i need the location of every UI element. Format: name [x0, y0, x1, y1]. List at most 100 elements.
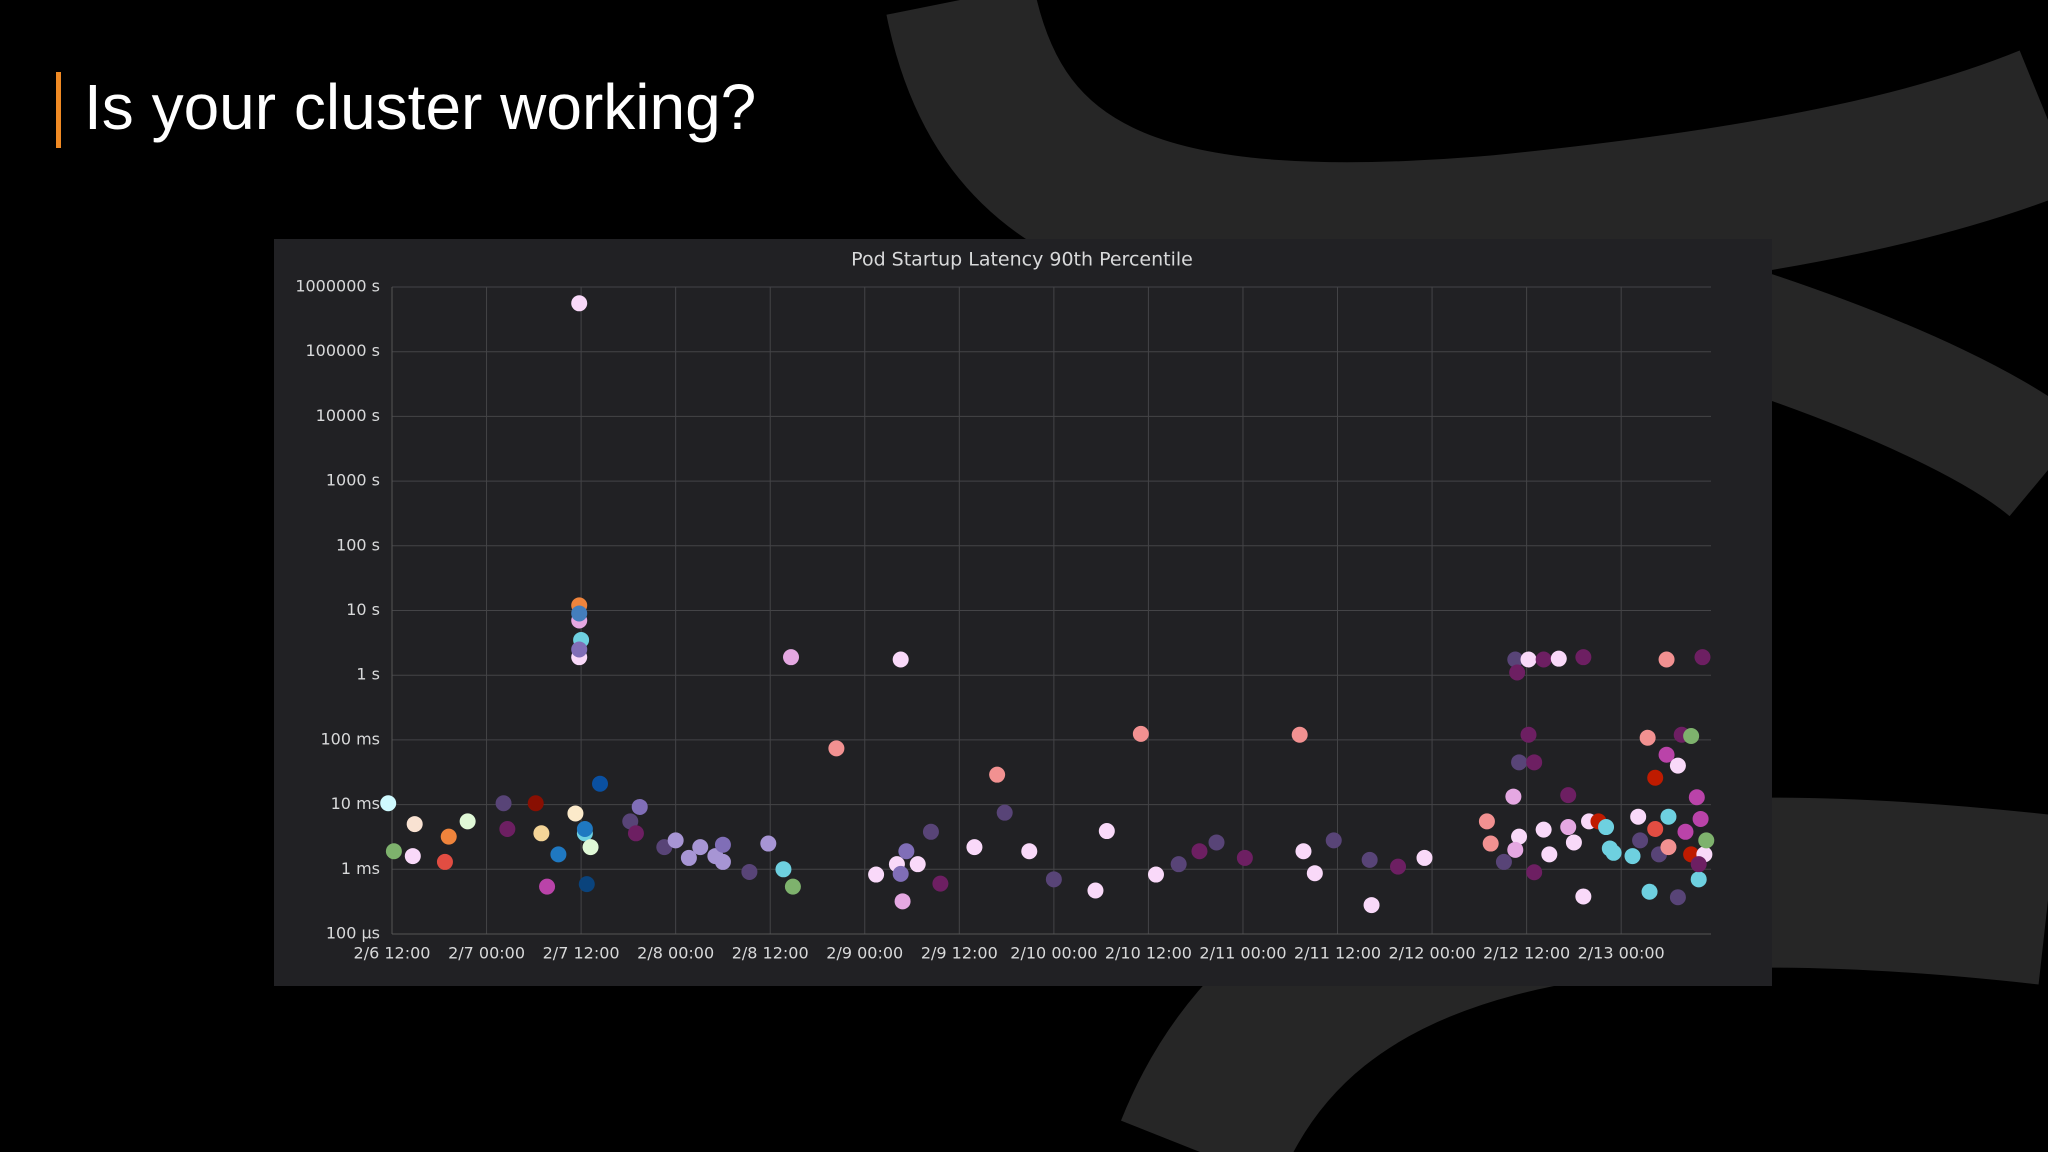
data-point — [1694, 649, 1711, 666]
data-point — [1511, 754, 1528, 771]
data-point — [714, 836, 731, 853]
data-point — [996, 804, 1013, 821]
data-point — [1669, 889, 1686, 906]
data-point — [932, 875, 949, 892]
data-point — [380, 795, 397, 812]
data-point — [966, 839, 983, 856]
data-point — [741, 863, 758, 880]
y-tick-label: 100000 s — [306, 341, 381, 360]
slide-title: Is your cluster working? — [84, 71, 756, 143]
data-point — [567, 805, 584, 822]
data-point — [499, 820, 516, 837]
data-point — [989, 766, 1006, 783]
data-point — [592, 775, 609, 792]
data-point — [631, 798, 648, 815]
data-point — [692, 839, 709, 856]
data-point — [1541, 846, 1558, 863]
data-point — [667, 832, 684, 849]
data-point — [922, 823, 939, 840]
chart-panel — [274, 239, 1772, 986]
data-point — [1535, 821, 1552, 838]
data-point — [892, 651, 909, 668]
data-point — [1087, 882, 1104, 899]
data-point — [784, 878, 801, 895]
data-point — [1658, 651, 1675, 668]
data-point — [1291, 726, 1308, 743]
data-point — [1575, 888, 1592, 905]
data-point — [1208, 834, 1225, 851]
data-point — [1692, 810, 1709, 827]
data-point — [406, 816, 423, 833]
data-point — [1098, 823, 1115, 840]
data-point — [1416, 849, 1433, 866]
data-point — [1507, 651, 1524, 668]
data-point — [1045, 871, 1062, 888]
y-tick-label: 10000 s — [316, 406, 380, 425]
data-point — [571, 295, 588, 312]
data-point — [1660, 808, 1677, 825]
data-point — [1535, 651, 1552, 668]
x-tick-label: 2/7 12:00 — [543, 944, 620, 963]
data-point — [622, 813, 639, 830]
data-point — [385, 843, 402, 860]
data-point — [1390, 858, 1407, 875]
data-point — [582, 839, 599, 856]
data-point — [1511, 828, 1528, 845]
data-point — [459, 813, 476, 830]
data-point — [1295, 843, 1312, 860]
data-point — [868, 866, 885, 883]
data-point — [1624, 848, 1641, 865]
data-point — [1641, 883, 1658, 900]
data-point — [1560, 819, 1577, 836]
data-point — [627, 825, 644, 842]
y-tick-label: 10 ms — [331, 794, 380, 813]
data-point — [1575, 649, 1592, 666]
data-point — [1677, 823, 1694, 840]
x-tick-label: 2/7 00:00 — [448, 944, 525, 963]
data-point — [571, 605, 588, 622]
data-point — [1482, 835, 1499, 852]
data-point — [1565, 834, 1582, 851]
y-tick-label: 1000 s — [326, 471, 380, 490]
x-tick-label: 2/11 00:00 — [1199, 944, 1286, 963]
data-point — [1658, 746, 1675, 763]
data-point — [1361, 851, 1378, 868]
data-point — [404, 848, 421, 865]
data-point — [680, 849, 697, 866]
data-point — [1526, 754, 1543, 771]
data-point — [828, 740, 845, 757]
data-point — [1660, 839, 1677, 856]
y-tick-label: 10 s — [346, 600, 380, 619]
data-point — [898, 843, 915, 860]
data-point — [1526, 864, 1543, 881]
data-point — [714, 853, 731, 870]
data-point — [909, 856, 926, 873]
data-point — [1236, 849, 1253, 866]
y-tick-label: 1 s — [356, 665, 380, 684]
data-point — [1688, 789, 1705, 806]
data-point — [1505, 788, 1522, 805]
data-point — [1509, 664, 1526, 681]
data-point — [1170, 856, 1187, 873]
plot-area: 100 µs 1 ms 10 ms 100 ms 1 s 10 s 100 s 1000 s 1… — [295, 277, 1715, 963]
y-tick-label: 100 µs — [326, 924, 380, 943]
x-tick-label: 2/11 12:00 — [1294, 944, 1381, 963]
data-point — [1647, 769, 1664, 786]
data-point — [894, 893, 911, 910]
data-point — [1363, 897, 1380, 914]
data-point — [1690, 856, 1707, 873]
data-point — [539, 878, 556, 895]
data-point — [1639, 729, 1656, 746]
data-point — [1520, 651, 1537, 668]
data-point — [775, 861, 792, 878]
x-tick-label: 2/12 12:00 — [1483, 944, 1570, 963]
x-tick-label: 2/10 12:00 — [1105, 944, 1192, 963]
data-point — [1632, 832, 1649, 849]
data-point — [1669, 757, 1686, 774]
y-tick-label: 100 ms — [320, 729, 380, 748]
data-point — [533, 825, 550, 842]
data-point — [1698, 832, 1715, 849]
data-point — [1507, 841, 1524, 858]
data-point — [1560, 787, 1577, 804]
